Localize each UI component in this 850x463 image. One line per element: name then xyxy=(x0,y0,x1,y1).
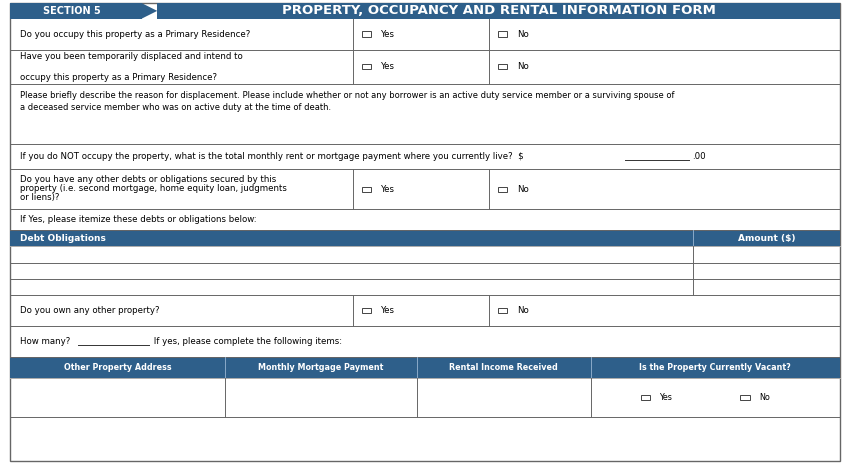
Bar xyxy=(641,395,650,400)
Text: Do you own any other property?: Do you own any other property? xyxy=(20,306,160,315)
Bar xyxy=(362,64,371,69)
Bar xyxy=(740,395,750,400)
Text: PROPERTY, OCCUPANCY AND RENTAL INFORMATION FORM: PROPERTY, OCCUPANCY AND RENTAL INFORMATI… xyxy=(281,4,716,18)
Bar xyxy=(497,31,507,37)
Bar xyxy=(497,308,507,313)
Text: a deceased service member who was on active duty at the time of death.: a deceased service member who was on act… xyxy=(20,103,331,112)
Bar xyxy=(10,230,840,246)
Bar xyxy=(497,187,507,192)
Text: .00: .00 xyxy=(692,152,706,161)
Bar xyxy=(157,3,840,19)
Text: property (i.e. second mortgage, home equity loan, judgments: property (i.e. second mortgage, home equ… xyxy=(20,184,287,193)
Text: occupy this property as a Primary Residence?: occupy this property as a Primary Reside… xyxy=(20,73,218,81)
Text: Amount ($): Amount ($) xyxy=(738,234,795,243)
Text: Yes: Yes xyxy=(381,185,394,194)
Bar xyxy=(10,357,840,378)
Text: Rental Income Received: Rental Income Received xyxy=(450,363,558,372)
Text: Yes: Yes xyxy=(381,306,394,315)
Text: No: No xyxy=(517,185,529,194)
Text: If Yes, please itemize these debts or obligations below:: If Yes, please itemize these debts or ob… xyxy=(20,215,257,224)
Text: How many?: How many? xyxy=(20,338,73,346)
Text: Yes: Yes xyxy=(381,63,394,71)
Text: No: No xyxy=(517,63,529,71)
Text: Yes: Yes xyxy=(381,30,394,38)
Text: Please briefly describe the reason for displacement. Please include whether or n: Please briefly describe the reason for d… xyxy=(20,91,675,100)
Text: Do you occupy this property as a Primary Residence?: Do you occupy this property as a Primary… xyxy=(20,30,251,38)
Text: Do you have any other debts or obligations secured by this: Do you have any other debts or obligatio… xyxy=(20,175,276,184)
Text: Debt Obligations: Debt Obligations xyxy=(20,234,106,243)
Text: No: No xyxy=(759,393,769,402)
Polygon shape xyxy=(142,3,157,19)
Text: Have you been temporarily displaced and intend to: Have you been temporarily displaced and … xyxy=(20,52,243,61)
Text: If you do NOT occupy the property, what is the total monthly rent or mortgage pa: If you do NOT occupy the property, what … xyxy=(20,152,524,161)
Bar xyxy=(362,308,371,313)
Bar xyxy=(497,64,507,69)
Text: If yes, please complete the following items:: If yes, please complete the following it… xyxy=(151,338,343,346)
Text: No: No xyxy=(517,306,529,315)
Bar xyxy=(362,31,371,37)
Text: Monthly Mortgage Payment: Monthly Mortgage Payment xyxy=(258,363,383,372)
Text: Yes: Yes xyxy=(659,393,672,402)
Bar xyxy=(10,3,142,19)
Text: No: No xyxy=(517,30,529,38)
Text: or liens)?: or liens)? xyxy=(20,193,60,202)
Text: Is the Property Currently Vacant?: Is the Property Currently Vacant? xyxy=(639,363,791,372)
Text: SECTION 5: SECTION 5 xyxy=(43,6,101,16)
Bar xyxy=(362,187,371,192)
Text: Other Property Address: Other Property Address xyxy=(64,363,172,372)
